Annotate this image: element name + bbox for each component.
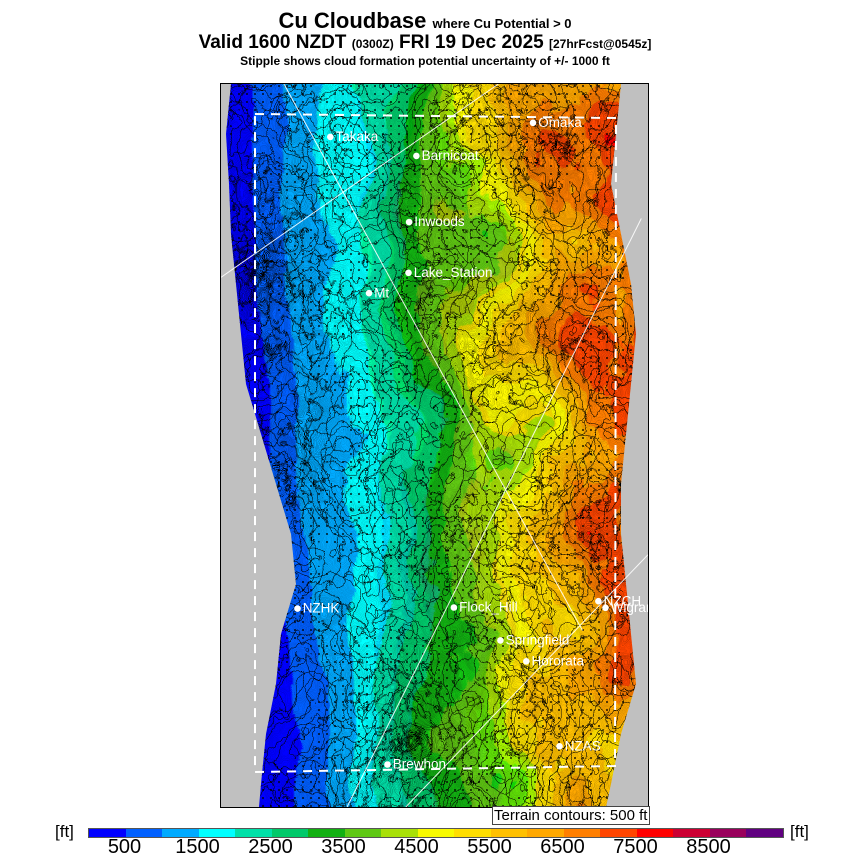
svg-text:Omaka: Omaka: [538, 115, 582, 130]
svg-text:Takaka: Takaka: [336, 129, 379, 144]
svg-text:Wigram: Wigram: [611, 600, 648, 615]
svg-text:NZHK: NZHK: [303, 601, 340, 616]
svg-text:Inwoods: Inwoods: [414, 214, 465, 229]
svg-text:NZAS: NZAS: [565, 738, 601, 753]
svg-text:Lake_Station: Lake_Station: [414, 265, 493, 280]
svg-text:Brewhon: Brewhon: [393, 757, 446, 772]
svg-text:Springfield: Springfield: [506, 633, 570, 648]
svg-text:Hororata: Hororata: [532, 653, 585, 668]
svg-text:Mt: Mt: [374, 285, 389, 300]
svg-text:Barnicoat: Barnicoat: [422, 148, 479, 163]
svg-text:Flock_Hill: Flock_Hill: [459, 600, 518, 615]
